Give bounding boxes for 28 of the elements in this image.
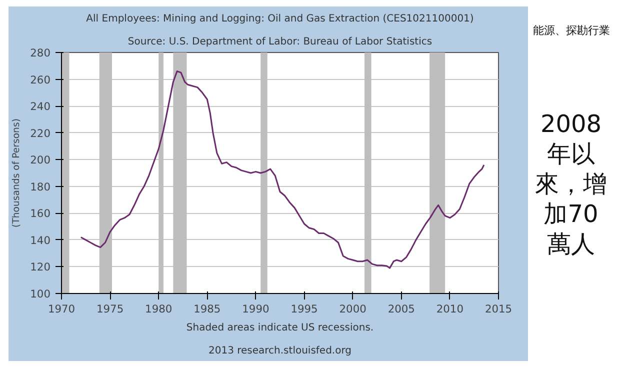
text: 2013 research.stlouisfed.org xyxy=(208,346,352,356)
y-tick-label: 180 xyxy=(30,180,51,194)
x-tick-label: 2000 xyxy=(339,302,367,316)
y-tick-label: 260 xyxy=(30,73,51,86)
text: 能源、探勘行業 xyxy=(533,23,610,39)
text: Shaded areas indicate US recessions. xyxy=(186,322,374,334)
y-axis-title: (Thousands of Persons) xyxy=(11,118,22,228)
x-tick-label: 1990 xyxy=(242,302,270,316)
y-tick-label: 160 xyxy=(30,207,51,220)
x-tick-label: 1995 xyxy=(290,302,318,316)
x-tick-label: 1980 xyxy=(145,302,172,316)
y-tick-label: 220 xyxy=(30,126,51,140)
chart-title: All Employees: Mining and Logging: Oil and Gas Extraction (CES1021100001) xyxy=(86,14,474,24)
x-tick-label: 2010 xyxy=(436,302,464,316)
x-tick-label: 1970 xyxy=(48,302,76,316)
x-tick-label: 1975 xyxy=(96,302,124,316)
chart-subtitle: Source: U.S. Department of Labor: Bureau of Labor Statistics xyxy=(128,36,432,48)
x-tick-label: 2015 xyxy=(484,302,512,316)
y-tick-label: 280 xyxy=(30,46,51,60)
line-series xyxy=(80,70,485,269)
text: 2008年以來，增加70萬人 xyxy=(534,108,608,259)
y-tick-label: 120 xyxy=(30,260,51,274)
y-tick-label: 100 xyxy=(30,288,51,300)
y-tick-label: 140 xyxy=(30,234,51,247)
x-tick-label: 1985 xyxy=(194,302,221,316)
x-tick-label: 2005 xyxy=(388,302,415,316)
y-tick-label: 200 xyxy=(30,154,51,167)
y-tick-label: 240 xyxy=(30,100,51,114)
